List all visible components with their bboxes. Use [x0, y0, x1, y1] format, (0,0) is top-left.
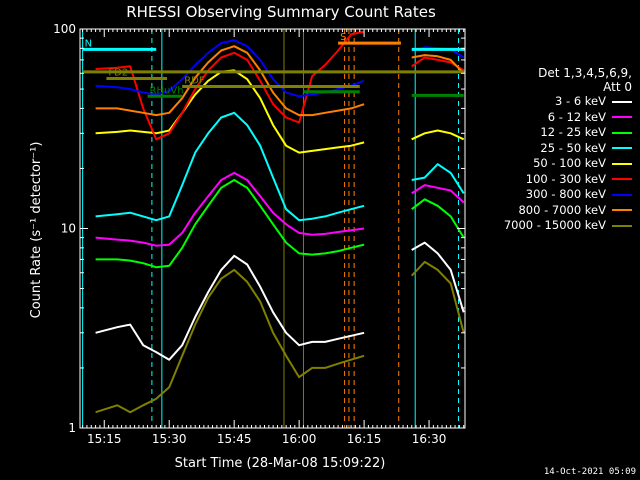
legend-label-0: 3 - 6 keV	[555, 94, 606, 108]
series-line-3	[95, 111, 465, 222]
legend-swatch-4	[612, 162, 632, 165]
x-tick-label-1: 15:30	[152, 432, 187, 446]
legend-entry-2: 12 - 25 keV	[482, 125, 632, 141]
flag-bar-label-0: N	[85, 38, 92, 49]
flag-bar-label-5: RDF	[184, 75, 205, 86]
legend-entry-7: 800 - 7000 keV	[482, 203, 632, 219]
legend-title-line-1: Det 1,3,4,5,6,9,	[538, 66, 632, 80]
legend-entries: 3 - 6 keV 6 - 12 keV 12 - 25 keV 25 - 50 ke…	[482, 94, 632, 234]
legend-swatch-5	[612, 178, 632, 181]
series-line-2	[95, 179, 465, 269]
legend-entry-8: 7000 - 15000 keV	[482, 218, 632, 234]
x-tick-label-4: 16:15	[347, 432, 382, 446]
axes: 15:15 15:30 15:45 16:00 16:15 16:30 1 10 100	[53, 22, 465, 446]
chart-title: RHESSI Observing Summary Count Rates	[126, 3, 436, 21]
flag-bar-label-6: RHuVh	[150, 85, 184, 96]
legend-label-8: 7000 - 15000 keV	[503, 218, 606, 232]
legend-entry-1: 6 - 12 keV	[482, 110, 632, 126]
flag-bar-label-4: FD2	[108, 67, 128, 78]
legend-swatch-2	[612, 131, 632, 134]
y-tick-label-2: 100	[53, 22, 76, 36]
legend-swatch-8	[612, 224, 632, 227]
legend-title-line-2: Att 0	[603, 80, 632, 94]
legend-swatch-7	[612, 209, 632, 212]
x-tick-label-5: 16:30	[412, 432, 447, 446]
legend-entry-3: 25 - 50 keV	[482, 141, 632, 157]
legend: Det 1,3,4,5,6,9, Att 0 3 - 6 keV 6 - 12 k…	[482, 66, 632, 234]
flag-bar-label-1: S	[340, 32, 346, 43]
legend-label-5: 100 - 300 keV	[525, 171, 606, 186]
x-tick-label-3: 16:00	[282, 432, 317, 446]
x-tick-label-2: 15:45	[217, 432, 252, 446]
legend-label-6: 300 - 800 keV	[525, 187, 606, 201]
series-group	[95, 30, 465, 414]
series-line-8	[95, 260, 465, 414]
series-line-7	[95, 45, 465, 117]
y-tick-label-1: 10	[61, 222, 76, 236]
legend-label-3: 25 - 50 keV	[540, 140, 606, 155]
series-line-1	[95, 171, 465, 247]
legend-label-1: 6 - 12 keV	[547, 109, 606, 124]
legend-label-4: 50 - 100 keV	[533, 156, 606, 170]
x-axis-label: Start Time (28-Mar-08 15:09:22)	[175, 456, 386, 471]
y-axis-label: Count Rate (s⁻¹ detector⁻¹)	[29, 142, 44, 319]
series-line-0	[95, 241, 465, 361]
legend-entry-5: 100 - 300 keV	[482, 172, 632, 188]
x-tick-label-0: 15:15	[87, 432, 122, 446]
legend-label-7: 800 - 7000 keV	[518, 202, 606, 217]
legend-swatch-0	[612, 100, 632, 103]
y-tick-label-0: 1	[68, 421, 76, 435]
legend-swatch-1	[612, 116, 632, 119]
legend-swatch-6	[612, 193, 632, 196]
legend-entry-0: 3 - 6 keV	[482, 94, 632, 110]
generation-timestamp: 14-Oct-2021 05:09	[543, 467, 636, 477]
legend-entry-4: 50 - 100 keV	[482, 156, 632, 172]
legend-label-2: 12 - 25 keV	[540, 125, 606, 139]
legend-entry-6: 300 - 800 keV	[482, 187, 632, 203]
legend-swatch-3	[612, 147, 632, 150]
